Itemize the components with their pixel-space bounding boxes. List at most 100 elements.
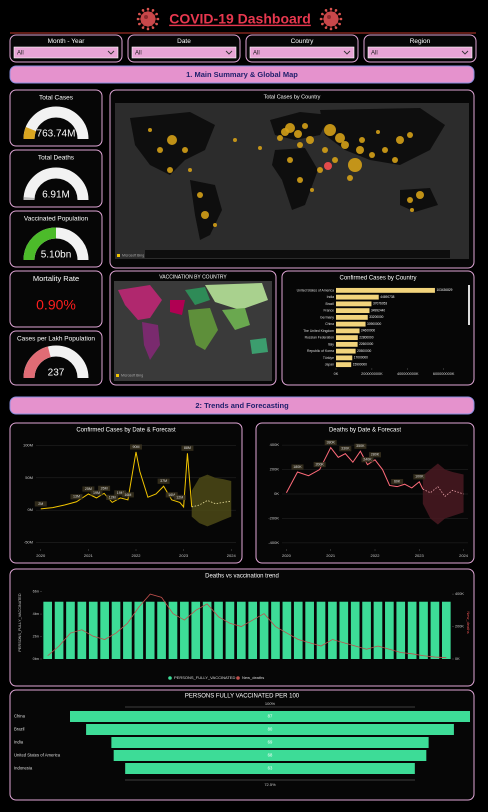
virus-tip bbox=[329, 7, 333, 11]
value-label-box bbox=[391, 479, 404, 485]
value-label: 16M bbox=[168, 493, 175, 497]
virus-tip bbox=[339, 17, 343, 21]
bar bbox=[111, 601, 121, 659]
value-label: 330K bbox=[341, 447, 350, 451]
y-tick-label: -50M bbox=[24, 540, 33, 545]
chart-title: Confirmed Cases by Country bbox=[339, 276, 416, 282]
virus-tip bbox=[151, 9, 155, 12]
bar bbox=[88, 601, 98, 659]
section-title: 1. Main Summary & Global Map bbox=[186, 70, 298, 79]
y-tick-label: 200K bbox=[270, 467, 280, 472]
funnel-category: Brazil bbox=[14, 727, 25, 732]
value-label-box bbox=[313, 461, 326, 468]
virus-tip bbox=[155, 22, 158, 26]
landmass bbox=[320, 108, 445, 165]
attribution-mark bbox=[117, 254, 120, 257]
map-bubble-highlight bbox=[324, 162, 332, 170]
section-title: 2: Trends and Forecasting bbox=[195, 401, 289, 410]
funnel-value: 63 bbox=[268, 766, 273, 771]
value-label: 88M bbox=[184, 446, 191, 450]
country-region bbox=[170, 300, 185, 315]
country-region bbox=[118, 285, 162, 320]
funnel-bar bbox=[70, 711, 470, 722]
kpi-value: 5.10bn bbox=[41, 250, 72, 261]
x-tick-label: 200000000K bbox=[361, 372, 383, 376]
map-bubble bbox=[335, 133, 345, 143]
bar bbox=[336, 328, 360, 334]
section-banner bbox=[9, 65, 475, 84]
y-tick-label: 0bn bbox=[33, 657, 39, 661]
dropdown-chevron bbox=[461, 50, 469, 55]
value-label: 25M bbox=[85, 487, 92, 491]
filter-value: All bbox=[135, 50, 142, 56]
bar bbox=[77, 601, 87, 659]
value-label: 13M bbox=[73, 495, 80, 499]
map-bubble bbox=[148, 128, 152, 132]
filter-dropdown[interactable] bbox=[367, 46, 473, 59]
value-label: 33200000 bbox=[369, 315, 383, 319]
funnel-category: Indonesia bbox=[14, 766, 33, 771]
x-tick-label: 600000000K bbox=[433, 372, 455, 376]
map-bubble bbox=[197, 192, 203, 198]
chart-card bbox=[255, 422, 475, 564]
virus-tip bbox=[155, 12, 158, 16]
funnel-bottom-label: 72.5% bbox=[264, 782, 276, 787]
bar bbox=[350, 601, 360, 659]
x-tick-label: 2024 bbox=[459, 553, 469, 558]
y-tick-label: China bbox=[325, 322, 334, 326]
map-bubble bbox=[348, 158, 362, 172]
y-tick-label: Türkiye bbox=[323, 356, 334, 360]
bar bbox=[336, 355, 353, 361]
value-label: 103436829 bbox=[436, 288, 452, 292]
virus-tip bbox=[146, 27, 150, 31]
map-bubble bbox=[310, 188, 314, 192]
bar bbox=[225, 601, 235, 659]
legend-swatch bbox=[168, 676, 172, 680]
value-label: 180K bbox=[293, 465, 302, 469]
filter-dropdown[interactable] bbox=[131, 46, 237, 59]
virus-tip bbox=[319, 17, 323, 21]
bar bbox=[441, 601, 451, 659]
value-label: 380K bbox=[327, 441, 336, 445]
bar bbox=[66, 601, 75, 659]
map-bubble bbox=[407, 197, 413, 203]
kpi-title: Vaccinated Population bbox=[24, 216, 89, 223]
map-bubble bbox=[322, 147, 328, 153]
funnel-value: 69 bbox=[268, 740, 273, 745]
bar bbox=[271, 601, 280, 659]
value-label-box bbox=[324, 439, 337, 446]
y2-tick-label: 400K bbox=[455, 592, 464, 596]
y-tick-label: 0K bbox=[274, 491, 279, 496]
bar bbox=[157, 601, 166, 659]
bar bbox=[385, 601, 394, 659]
data-line bbox=[40, 451, 193, 510]
bar bbox=[336, 301, 372, 307]
y-tick-label: Brazil bbox=[326, 302, 335, 306]
value-label-box bbox=[34, 501, 47, 507]
bar bbox=[336, 362, 352, 368]
map-title: VACCINATION BY COUNTRY bbox=[159, 274, 227, 280]
bar bbox=[259, 601, 269, 659]
virus-tip bbox=[334, 26, 338, 29]
bar bbox=[373, 601, 383, 659]
x-tick-label: 2023 bbox=[415, 553, 425, 558]
y-tick-label: Germany bbox=[320, 315, 334, 319]
funnel-category: United States of America bbox=[14, 753, 61, 758]
bar bbox=[362, 601, 371, 659]
legend-label: PERSONS_FULLY_VACCINATED bbox=[174, 675, 235, 680]
value-label-box bbox=[106, 494, 119, 501]
map-bubble bbox=[287, 157, 293, 163]
y2-tick-label: 0K bbox=[455, 657, 460, 661]
map-bubble bbox=[416, 191, 424, 199]
x-tick-label: 2022 bbox=[371, 553, 381, 558]
x-tick-label: 2020 bbox=[282, 553, 292, 558]
y-tick-label: Republic of Korea bbox=[307, 349, 334, 353]
virus-tip bbox=[329, 27, 333, 31]
filter-dropdown[interactable] bbox=[13, 46, 119, 59]
map-bubble bbox=[182, 147, 188, 153]
filter-dropdown[interactable] bbox=[249, 46, 355, 59]
value-label-box bbox=[70, 494, 83, 500]
value-label-box bbox=[165, 492, 178, 498]
value-label: 20500000 bbox=[357, 349, 371, 353]
virus-tip bbox=[324, 9, 328, 12]
